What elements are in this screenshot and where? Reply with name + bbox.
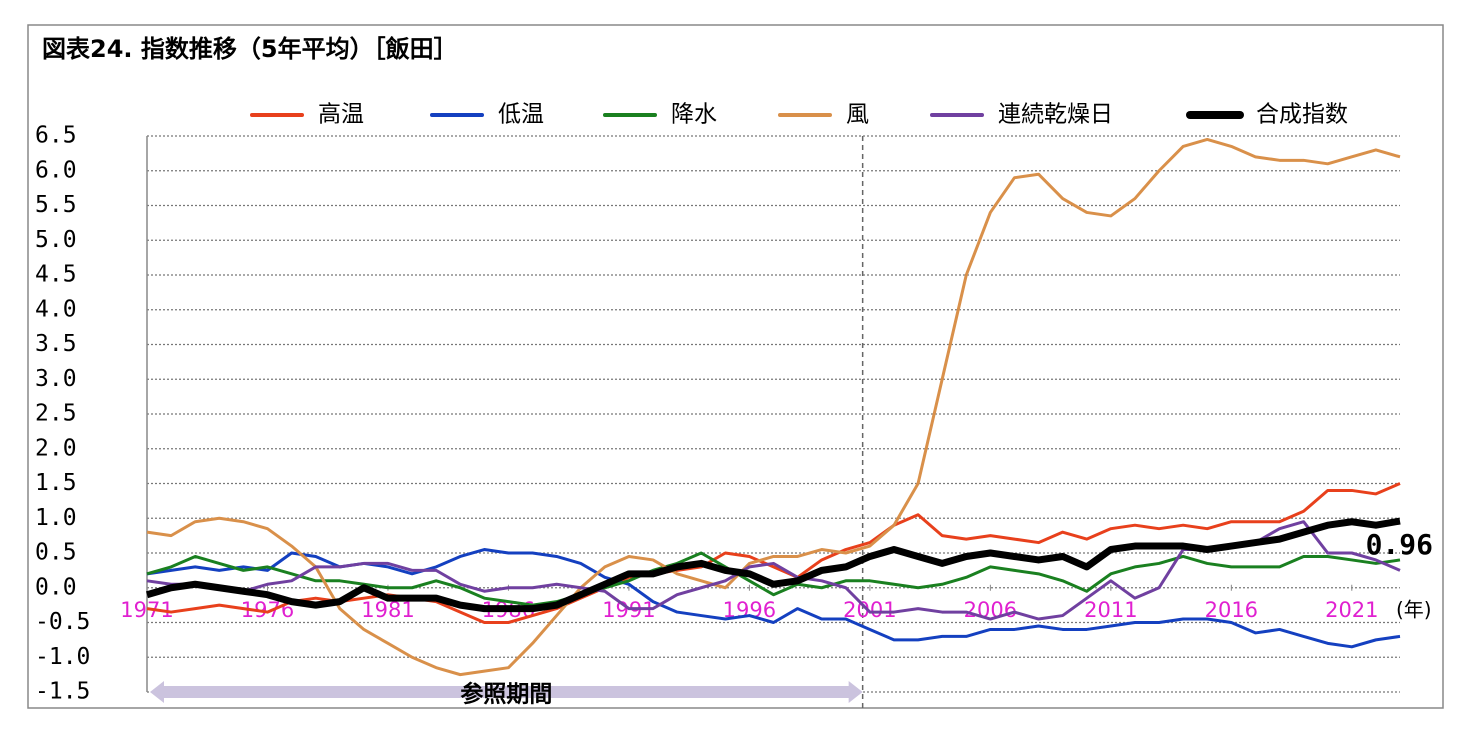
y-tick-label: 1.0 — [35, 505, 77, 531]
legend-label: 連続乾燥日 — [998, 102, 1113, 128]
x-unit-label: (年) — [1396, 598, 1432, 622]
series-line — [146, 551, 1401, 607]
y-tick-label: 6.5 — [35, 123, 77, 149]
end-value-label: 0.96 — [1366, 528, 1433, 561]
y-tick-label: 2.5 — [35, 401, 77, 427]
legend-label: 高温 — [318, 102, 364, 128]
x-tick-label: 2016 — [1205, 598, 1258, 622]
x-tick-label: 2021 — [1325, 598, 1378, 622]
legend-label: 風 — [846, 102, 869, 128]
series-line — [146, 482, 1401, 624]
y-tick-label: 4.5 — [35, 262, 77, 288]
y-tick-label: 5.5 — [35, 192, 77, 218]
series-line — [146, 137, 1401, 677]
reference-label: 参照期間 — [460, 681, 552, 708]
x-tick-label: 1981 — [361, 598, 414, 622]
y-tick-label: 0.0 — [35, 574, 77, 600]
y-tick-label: 4.0 — [35, 296, 77, 322]
legend-label: 低温 — [498, 102, 544, 128]
chart-title: 図表24. 指数推移（5年平均）［飯田］ — [42, 35, 458, 63]
y-tick-label: 3.0 — [35, 366, 77, 392]
y-tick-label: 6.0 — [35, 157, 77, 183]
legend-label: 合成指数 — [1256, 102, 1348, 128]
y-tick-label: 0.5 — [35, 540, 77, 566]
y-tick-label: 1.5 — [35, 470, 77, 496]
y-tick-label: -1.5 — [35, 679, 90, 705]
y-tick-label: -1.0 — [35, 644, 90, 670]
x-tick-label: 2011 — [1084, 598, 1137, 622]
y-tick-label: 2.0 — [35, 435, 77, 461]
reference-arrow — [150, 681, 863, 703]
legend-label: 降水 — [671, 102, 717, 128]
y-tick-label: -0.5 — [35, 609, 90, 635]
y-tick-label: 5.0 — [35, 227, 77, 253]
y-tick-label: 3.5 — [35, 331, 77, 357]
series-line — [146, 517, 1401, 613]
